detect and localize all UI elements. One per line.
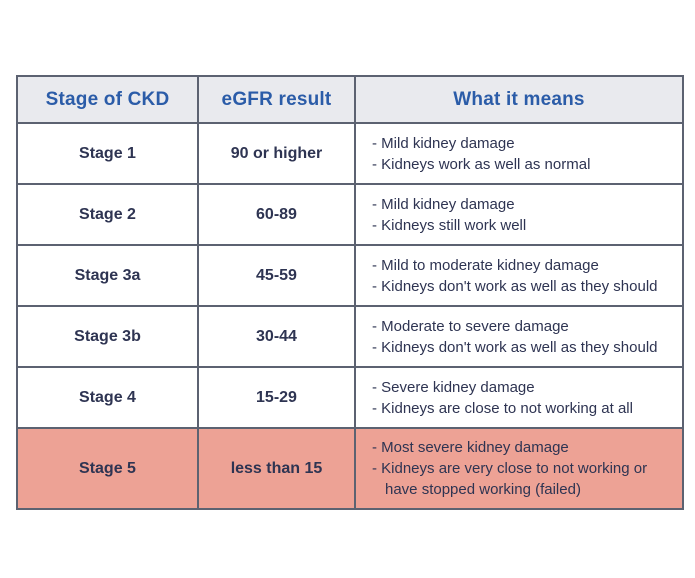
- egfr-cell: 30-44: [197, 305, 356, 368]
- header-what-it-means: What it means: [354, 75, 684, 124]
- meaning-cell: - Mild to moderate kidney damage - Kidne…: [354, 244, 684, 307]
- stage-cell: Stage 5: [16, 427, 199, 510]
- stage-cell: Stage 1: [16, 122, 199, 185]
- row-stage-4: Stage 4 15-29 - Severe kidney damage - K…: [16, 366, 684, 429]
- meaning-cell: - Moderate to severe damage - Kidneys do…: [354, 305, 684, 368]
- meaning-line: - Severe kidney damage: [372, 378, 535, 396]
- stage-cell: Stage 2: [16, 183, 199, 246]
- header-stage-of-ckd: Stage of CKD: [16, 75, 199, 124]
- stage-cell: Stage 4: [16, 366, 199, 429]
- stage-cell: Stage 3a: [16, 244, 199, 307]
- meaning-line: - Kidneys don't work as well as they sho…: [372, 277, 658, 295]
- row-stage-3a: Stage 3a 45-59 - Mild to moderate kidney…: [16, 244, 684, 307]
- meaning-cell: - Most severe kidney damage - Kidneys ar…: [354, 427, 684, 510]
- meaning-line: - Most severe kidney damage: [372, 439, 569, 456]
- meaning-line: - Mild kidney damage: [372, 134, 515, 152]
- meaning-line: - Mild to moderate kidney damage: [372, 256, 599, 274]
- header-egfr-result: eGFR result: [197, 75, 356, 124]
- meaning-cell: - Mild kidney damage - Kidneys work as w…: [354, 122, 684, 185]
- meaning-line: - Mild kidney damage: [372, 195, 515, 213]
- meaning-cell: - Mild kidney damage - Kidneys still wor…: [354, 183, 684, 246]
- row-stage-2: Stage 2 60-89 - Mild kidney damage - Kid…: [16, 183, 684, 246]
- stage-cell: Stage 3b: [16, 305, 199, 368]
- ckd-stages-table: Stage of CKD eGFR result What it means S…: [16, 75, 684, 510]
- meaning-line: - Kidneys don't work as well as they sho…: [372, 338, 658, 356]
- meaning-line: - Kidneys are very close to not working …: [372, 460, 648, 498]
- row-stage-1: Stage 1 90 or higher - Mild kidney damag…: [16, 122, 684, 185]
- meaning-line: - Kidneys still work well: [372, 216, 527, 234]
- table-header-row: Stage of CKD eGFR result What it means: [16, 75, 684, 124]
- egfr-cell: 90 or higher: [197, 122, 356, 185]
- meaning-line: - Moderate to severe damage: [372, 317, 569, 335]
- egfr-cell: 60-89: [197, 183, 356, 246]
- egfr-cell: less than 15: [197, 427, 356, 510]
- meaning-line: - Kidneys work as well as normal: [372, 155, 591, 173]
- row-stage-5: Stage 5 less than 15 - Most severe kidne…: [16, 427, 684, 510]
- meaning-cell: - Severe kidney damage - Kidneys are clo…: [354, 366, 684, 429]
- meaning-line: - Kidneys are close to not working at al…: [372, 399, 633, 417]
- egfr-cell: 15-29: [197, 366, 356, 429]
- egfr-cell: 45-59: [197, 244, 356, 307]
- row-stage-3b: Stage 3b 30-44 - Moderate to severe dama…: [16, 305, 684, 368]
